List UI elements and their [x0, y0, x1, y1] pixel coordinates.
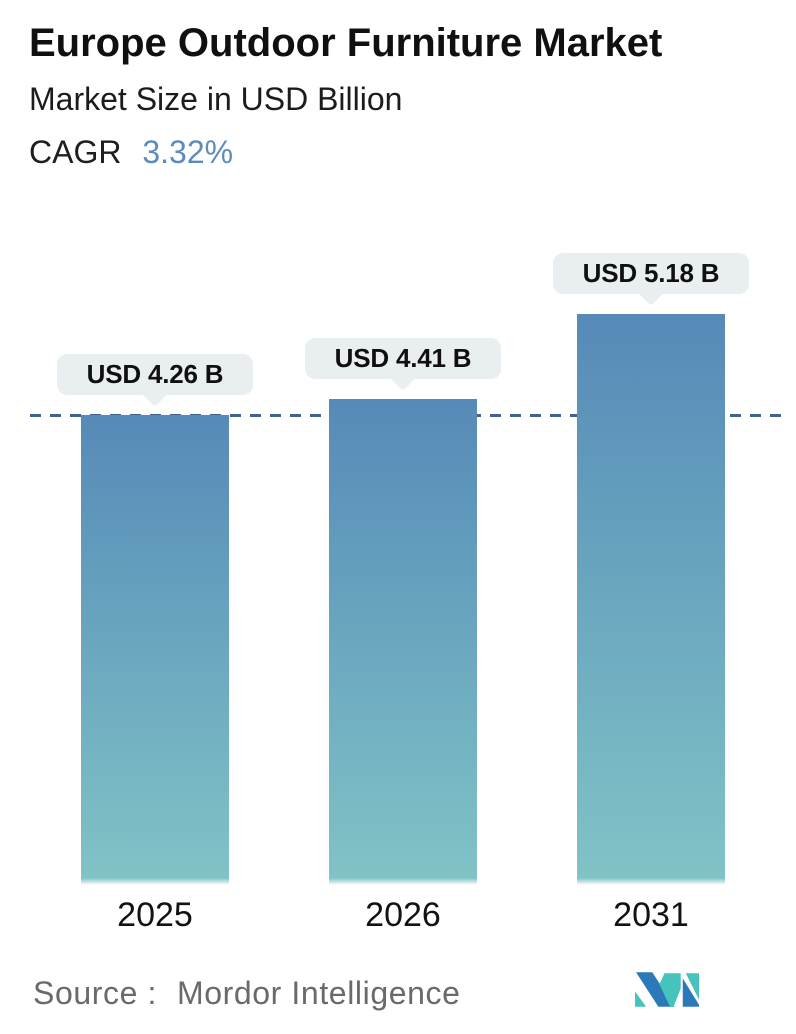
- mordor-intelligence-logo: [635, 972, 699, 1007]
- bar-2026: [329, 398, 477, 885]
- chart-title: Europe Outdoor Furniture Market: [29, 21, 663, 65]
- cagr-row: CAGR 3.32%: [29, 133, 233, 171]
- source-label: Source :: [33, 975, 157, 1011]
- logo-middle-wedge: [659, 973, 681, 1007]
- logo-right-block-blue: [682, 978, 699, 1007]
- category-label: 2026: [365, 896, 441, 934]
- source-attribution: Source : Mordor Intelligence: [33, 974, 461, 1012]
- bar-2025: [81, 415, 229, 885]
- chart-subtitle: Market Size in USD Billion: [29, 81, 403, 117]
- bar-2031: [577, 313, 725, 885]
- cagr-label: CAGR: [29, 134, 122, 170]
- logo-left-triangle: [635, 991, 647, 1007]
- value-callout: USD 4.41 B: [305, 337, 501, 379]
- value-callout: USD 5.18 B: [553, 252, 749, 294]
- category-label: 2025: [117, 896, 193, 934]
- source-value: Mordor Intelligence: [176, 975, 461, 1011]
- category-label: 2031: [613, 896, 689, 934]
- value-callout: USD 4.26 B: [57, 354, 253, 396]
- cagr-value: 3.32%: [142, 134, 234, 170]
- logo-left-band: [636, 972, 675, 1007]
